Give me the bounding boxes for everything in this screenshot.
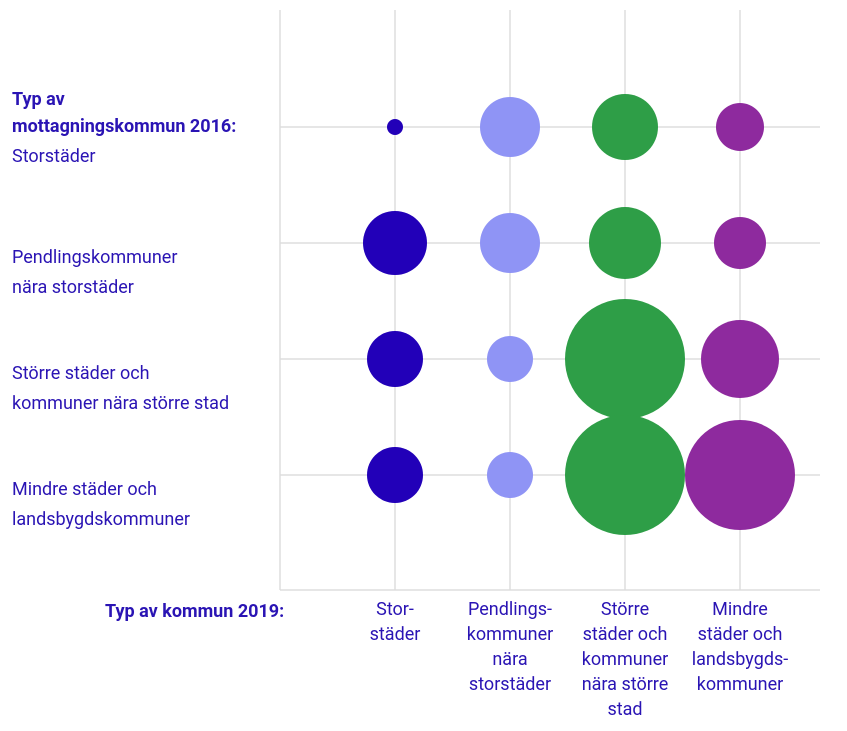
x-axis-title: Typ av kommun 2019: <box>105 601 285 622</box>
bubble <box>565 299 685 419</box>
row-label: Mindre städer och landsbygdskommuner <box>12 479 190 530</box>
bubble <box>487 336 533 382</box>
bubble <box>363 211 427 275</box>
row-label: Pendlingskommuner nära storstäder <box>12 247 178 298</box>
bubble <box>565 415 685 535</box>
column-label: Pendlings- kommuner nära storstäder <box>466 599 554 695</box>
bubble <box>701 320 779 398</box>
column-label: Mindre städer och landsbygds- kommuner <box>691 599 789 695</box>
bubble <box>685 420 795 530</box>
row-label: Större städer och kommuner nära större s… <box>12 363 230 414</box>
bubble <box>387 119 403 135</box>
bubble <box>716 103 764 151</box>
bubble <box>480 97 540 157</box>
row-label: Storstäder <box>12 146 96 167</box>
bubble <box>487 452 533 498</box>
bubble <box>480 213 540 273</box>
bubble <box>367 447 423 503</box>
column-label: Större städer och kommuner nära större s… <box>581 599 669 720</box>
bubble <box>367 331 423 387</box>
bubble <box>592 94 658 160</box>
bubble <box>589 207 661 279</box>
column-label: Stor- städer <box>369 599 421 645</box>
bubble <box>714 217 766 269</box>
y-axis-title: Typ av mottagningskommun 2016: <box>12 89 237 137</box>
